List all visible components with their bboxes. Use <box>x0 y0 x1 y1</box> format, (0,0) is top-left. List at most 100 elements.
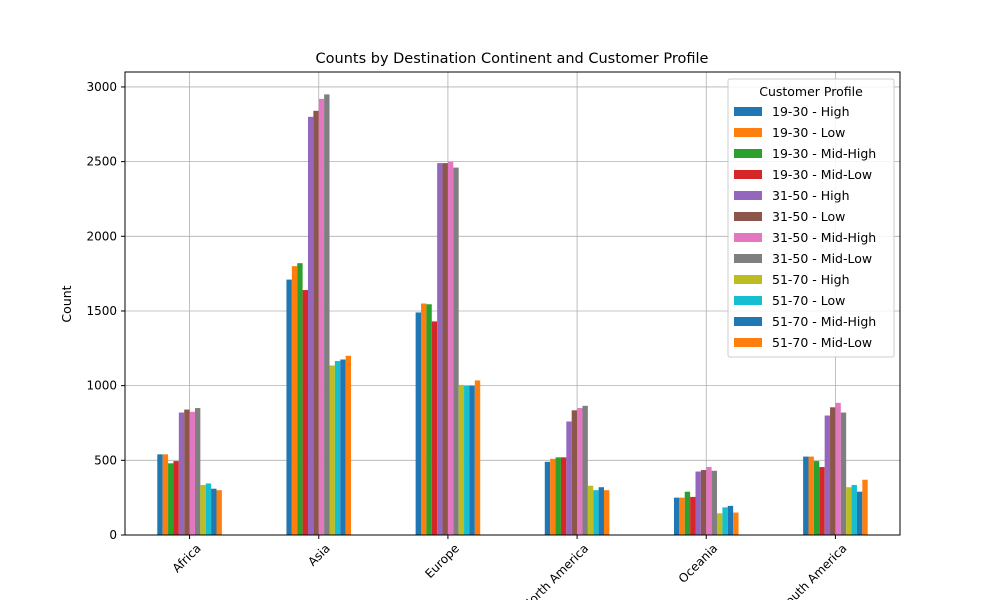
legend-swatch <box>734 338 762 347</box>
bar <box>162 454 169 535</box>
bar <box>184 409 190 535</box>
bar <box>684 491 691 535</box>
bar <box>189 411 195 535</box>
y-tick-label: 500 <box>94 453 117 467</box>
bar <box>587 485 594 535</box>
bar <box>690 496 696 535</box>
legend-swatch <box>734 170 762 179</box>
bar <box>700 470 707 535</box>
legend-title: Customer Profile <box>759 84 863 99</box>
x-tick-label: Oceania <box>676 541 721 586</box>
bar <box>840 412 847 535</box>
bar <box>334 361 341 535</box>
bar <box>566 421 572 535</box>
chart-title: Counts by Destination Continent and Cust… <box>316 51 709 67</box>
plot-area: 0 500 1000 1500 2000 2500 3000 Africa Asia Europe… <box>86 71 901 600</box>
legend-label: 31-50 - High <box>772 188 850 203</box>
bar <box>286 279 292 535</box>
bar <box>447 161 454 535</box>
legend-swatch <box>734 254 762 263</box>
legend-label: 51-70 - Mid-Low <box>772 335 872 350</box>
y-axis-label: Count <box>59 285 74 322</box>
bar <box>194 408 201 535</box>
bar <box>318 98 325 535</box>
bar <box>577 408 583 535</box>
bar <box>474 380 481 535</box>
y-tick-label: 2500 <box>86 155 117 169</box>
bar <box>571 410 578 535</box>
x-tick-label: Europe <box>422 541 462 581</box>
legend-swatch <box>734 191 762 200</box>
bar <box>706 467 712 535</box>
legend-label: 19-30 - Mid-High <box>772 146 876 161</box>
bar <box>582 405 588 535</box>
bar <box>851 484 857 535</box>
bar <box>442 163 448 535</box>
bar <box>469 385 475 535</box>
legend-swatch <box>734 233 762 242</box>
bar <box>856 491 863 535</box>
bar <box>291 266 298 535</box>
bar <box>679 497 685 535</box>
bar <box>458 384 465 535</box>
bar <box>307 116 314 535</box>
bar <box>673 497 680 535</box>
bar <box>205 483 212 535</box>
bar <box>722 507 728 535</box>
y-tick-label: 2000 <box>86 229 117 243</box>
y-tick-label: 0 <box>109 528 117 542</box>
x-tick-label: North America <box>520 541 591 600</box>
bar <box>216 490 222 535</box>
bar <box>431 321 438 535</box>
y-tick-label: 1500 <box>86 304 117 318</box>
x-tick-label: South America <box>777 541 849 600</box>
x-tick-label: Africa <box>170 541 204 575</box>
bar <box>603 490 610 535</box>
legend-swatch <box>734 107 762 116</box>
y-tick-label: 1000 <box>86 379 117 393</box>
legend-swatch <box>734 317 762 326</box>
bar <box>324 94 330 535</box>
legend-swatch <box>734 212 762 221</box>
legend-swatch <box>734 128 762 137</box>
bar <box>421 303 427 535</box>
bar <box>313 110 319 535</box>
bar <box>453 167 459 535</box>
legend-label: 51-70 - High <box>772 272 850 287</box>
bar <box>544 461 551 535</box>
bar <box>550 458 556 535</box>
bar <box>593 490 599 535</box>
bar <box>340 359 346 535</box>
bar <box>437 163 443 535</box>
bar <box>200 484 206 535</box>
bar <box>830 407 836 535</box>
legend-label: 19-30 - Low <box>772 125 845 140</box>
bar <box>835 402 841 535</box>
bar <box>211 488 217 535</box>
bar <box>813 461 820 535</box>
bar <box>733 512 739 535</box>
legend-box <box>727 78 895 358</box>
bar <box>717 513 723 535</box>
bar <box>824 415 831 535</box>
bar <box>178 412 185 535</box>
bar <box>173 461 179 535</box>
legend-label: 31-50 - Mid-Low <box>772 251 872 266</box>
bar <box>862 479 868 535</box>
bar <box>302 290 308 535</box>
y-tick-label: 3000 <box>86 80 117 94</box>
legend-label: 19-30 - Mid-Low <box>772 167 872 182</box>
bar <box>157 454 163 535</box>
bar <box>598 487 604 535</box>
bar <box>464 385 470 535</box>
bar <box>329 365 335 535</box>
bar <box>555 457 561 535</box>
bar <box>345 355 352 535</box>
bar <box>846 487 852 535</box>
plot-frame <box>124 71 901 536</box>
bar <box>695 471 701 535</box>
legend-swatch <box>734 275 762 284</box>
bar <box>168 463 174 535</box>
bar <box>560 457 567 535</box>
bar <box>711 470 718 535</box>
